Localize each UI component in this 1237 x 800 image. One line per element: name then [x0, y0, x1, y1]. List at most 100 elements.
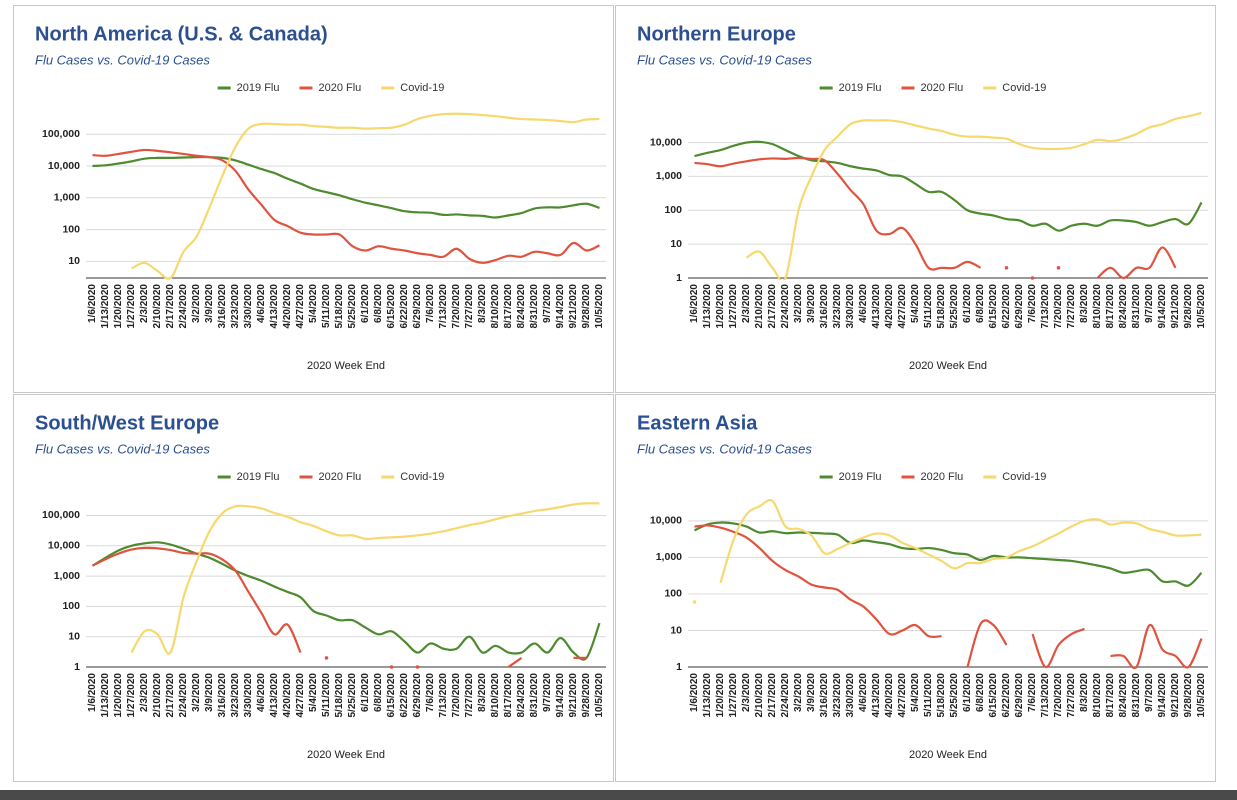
x-tick-label: 7/27/2020 [1066, 284, 1077, 329]
legend-label: Covid-19 [400, 82, 444, 94]
chart-title: Eastern Asia [637, 412, 758, 434]
x-tick-label: 5/18/2020 [334, 673, 345, 718]
x-tick-label: 8/17/2020 [1105, 673, 1116, 718]
x-tick-label: 2/17/2020 [767, 284, 778, 329]
series-line [694, 156, 982, 271]
chart-subtitle: Flu Cases vs. Covid-19 Cases [637, 52, 812, 67]
x-tick-label: 8/3/2020 [1079, 673, 1090, 712]
plot-area [91, 502, 601, 669]
x-axis-title: 2020 Week End [909, 749, 987, 761]
series-line [1031, 627, 1085, 669]
y-tick-label: 10 [68, 255, 80, 267]
x-tick-label: 7/6/2020 [1027, 673, 1038, 712]
x-tick-label: 2/24/2020 [178, 673, 189, 718]
x-tick-label: 9/21/2020 [568, 284, 579, 329]
chart-subtitle: Flu Cases vs. Covid-19 Cases [637, 441, 812, 456]
x-tick-label: 8/17/2020 [1105, 284, 1116, 329]
x-tick-label: 9/7/2020 [542, 284, 553, 323]
x-tick-label: 8/17/2020 [503, 673, 514, 718]
y-tick-label: 10,000 [650, 136, 682, 148]
plot-area [694, 111, 1203, 280]
x-tick-label: 9/14/2020 [555, 284, 566, 329]
series-line [694, 524, 942, 639]
x-tick-label: 8/3/2020 [477, 673, 488, 712]
x-tick-label: 3/9/2020 [204, 673, 215, 712]
series-line [91, 541, 601, 661]
y-tick-label: 100,000 [42, 509, 80, 521]
x-tick-label: 5/11/2020 [321, 284, 332, 328]
x-tick-label: 7/13/2020 [438, 284, 449, 329]
legend-label: 2019 Flu [839, 471, 882, 483]
x-tick-label: 3/30/2020 [243, 284, 254, 329]
legend-label: 2020 Flu [318, 471, 361, 483]
series-line [130, 112, 600, 280]
legend-label: Covid-19 [1002, 471, 1046, 483]
x-tick-label: 5/11/2020 [923, 284, 934, 328]
x-axis-title: 2020 Week End [307, 749, 385, 761]
x-tick-label: 4/6/2020 [256, 284, 267, 323]
x-tick-label: 2/24/2020 [178, 284, 189, 329]
x-tick-label: 3/9/2020 [806, 673, 817, 712]
series-line [694, 140, 1203, 232]
x-tick-label: 7/27/2020 [464, 284, 475, 329]
x-tick-label: 8/31/2020 [1131, 284, 1142, 329]
y-tick-label: 10 [670, 238, 682, 250]
x-tick-label: 6/15/2020 [988, 284, 999, 329]
x-tick-label: 3/23/2020 [832, 673, 843, 718]
x-tick-label: 8/17/2020 [503, 284, 514, 329]
x-tick-label: 9/21/2020 [568, 673, 579, 718]
x-tick-label: 1/27/2020 [126, 284, 137, 329]
x-tick-label: 3/16/2020 [819, 673, 830, 718]
x-tick-label: 1/20/2020 [715, 284, 726, 329]
x-tick-label: 2/3/2020 [139, 284, 150, 323]
bottom-bar [0, 790, 1237, 800]
x-tick-label: 6/1/2020 [962, 284, 973, 323]
x-tick-label: 7/20/2020 [1053, 673, 1064, 718]
x-tick-label: 9/21/2020 [1170, 673, 1181, 718]
x-tick-label: 2/3/2020 [139, 673, 150, 712]
point [1056, 266, 1061, 270]
y-tick-label: 10,000 [48, 540, 80, 552]
x-tick-label: 4/27/2020 [295, 673, 306, 718]
x-tick-label: 3/16/2020 [819, 284, 830, 329]
legend-label: Covid-19 [400, 471, 444, 483]
chart-subtitle: Flu Cases vs. Covid-19 Cases [35, 441, 210, 456]
panel: North America (U.S. & Canada) Flu Cases v… [13, 5, 614, 393]
x-tick-label: 7/6/2020 [425, 284, 436, 323]
x-tick-label: 4/20/2020 [282, 673, 293, 718]
panel: Eastern Asia Flu Cases vs. Covid-19 Cases… [615, 394, 1216, 782]
x-tick-label: 10/5/2020 [594, 673, 605, 718]
legend: 2019 Flu 2020 Flu Covid-19 [819, 82, 1046, 94]
x-tick-label: 8/3/2020 [1079, 284, 1090, 323]
x-tick-label: 6/1/2020 [962, 673, 973, 712]
x-tick-label: 8/3/2020 [477, 284, 488, 323]
series-line [1110, 624, 1203, 669]
x-tick-label: 1/6/2020 [689, 284, 700, 323]
x-tick-label: 2/17/2020 [165, 673, 176, 718]
x-tick-label: 4/27/2020 [295, 284, 306, 329]
x-tick-label: 4/27/2020 [897, 673, 908, 718]
y-tick-label: 10 [68, 630, 80, 642]
x-tick-label: 3/9/2020 [204, 284, 215, 323]
x-tick-label: 6/8/2020 [975, 673, 986, 712]
x-axis-title: 2020 Week End [307, 360, 385, 372]
x-tick-label: 6/29/2020 [1014, 284, 1025, 329]
x-tick-label: 3/9/2020 [806, 284, 817, 323]
x-tick-label: 3/23/2020 [230, 673, 241, 718]
series-line [719, 499, 1202, 584]
x-tick-label: 1/20/2020 [113, 284, 124, 329]
legend-label: 2020 Flu [318, 82, 361, 94]
x-tick-label: 6/22/2020 [399, 673, 410, 718]
x-tick-label: 8/24/2020 [516, 673, 527, 718]
x-tick-label: 9/14/2020 [1157, 673, 1168, 718]
x-tick-label: 6/22/2020 [399, 284, 410, 329]
x-tick-label: 9/28/2020 [581, 284, 592, 329]
x-tick-label: 1/13/2020 [100, 673, 111, 718]
x-tick-label: 4/27/2020 [897, 284, 908, 329]
x-tick-label: 2/24/2020 [780, 673, 791, 718]
x-tick-label: 3/23/2020 [832, 284, 843, 329]
legend-label: 2019 Flu [237, 471, 280, 483]
point [692, 600, 697, 604]
x-tick-label: 6/1/2020 [360, 673, 371, 712]
